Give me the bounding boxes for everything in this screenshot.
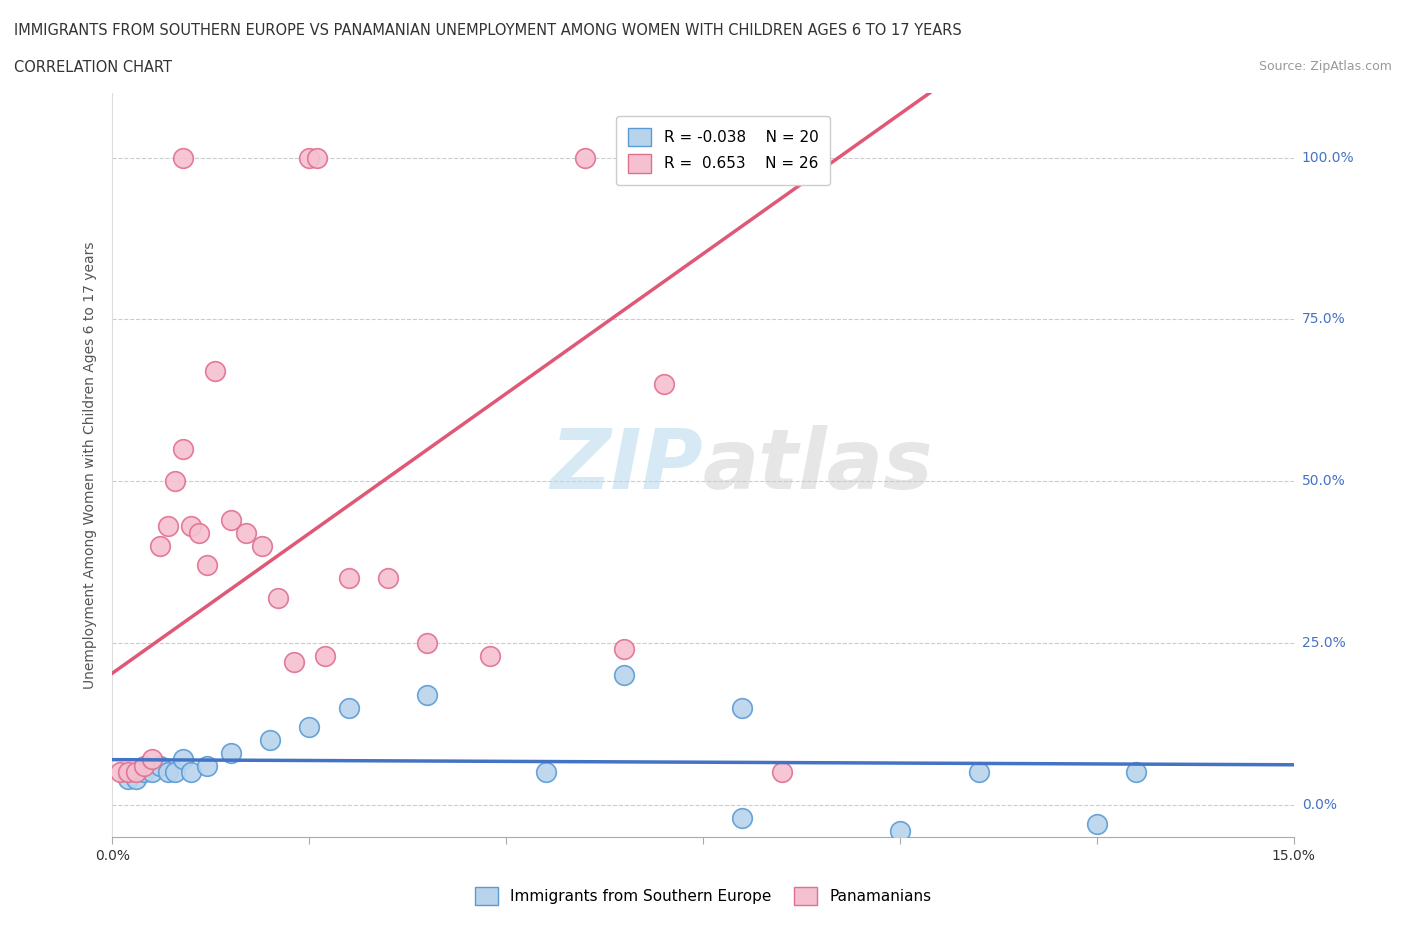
Text: 0.0%: 0.0% — [1302, 798, 1337, 812]
Point — [377, 571, 399, 586]
Point — [1125, 764, 1147, 779]
Point — [307, 151, 329, 166]
Point — [731, 700, 754, 715]
Point — [652, 377, 675, 392]
Point — [172, 752, 194, 767]
Point — [1085, 817, 1108, 831]
Text: atlas: atlas — [703, 424, 934, 506]
Point — [250, 538, 273, 553]
Text: IMMIGRANTS FROM SOUTHERN EUROPE VS PANAMANIAN UNEMPLOYMENT AMONG WOMEN WITH CHIL: IMMIGRANTS FROM SOUTHERN EUROPE VS PANAM… — [14, 23, 962, 38]
Text: Source: ZipAtlas.com: Source: ZipAtlas.com — [1258, 60, 1392, 73]
Point — [156, 764, 179, 779]
Point — [180, 519, 202, 534]
Point — [770, 764, 793, 779]
Point — [219, 512, 242, 527]
Point — [267, 591, 290, 605]
Text: CORRELATION CHART: CORRELATION CHART — [14, 60, 172, 75]
Point — [416, 687, 439, 702]
Point — [195, 558, 218, 573]
Text: 50.0%: 50.0% — [1302, 474, 1346, 488]
Point — [204, 364, 226, 379]
Point — [165, 473, 187, 488]
Point — [165, 764, 187, 779]
Text: ZIP: ZIP — [550, 424, 703, 506]
Point — [337, 700, 360, 715]
Point — [117, 764, 139, 779]
Point — [149, 538, 172, 553]
Point — [967, 764, 990, 779]
Point — [110, 764, 132, 779]
Point — [125, 771, 148, 786]
Point — [141, 752, 163, 767]
Point — [613, 668, 636, 683]
Text: 100.0%: 100.0% — [1302, 151, 1354, 165]
Point — [195, 758, 218, 773]
Point — [180, 764, 202, 779]
Point — [298, 720, 321, 735]
Point — [479, 648, 502, 663]
Legend: Immigrants from Southern Europe, Panamanians: Immigrants from Southern Europe, Panaman… — [467, 879, 939, 913]
Point — [314, 648, 336, 663]
Point — [132, 758, 155, 773]
Point — [141, 764, 163, 779]
Point — [219, 746, 242, 761]
Point — [235, 525, 257, 540]
Point — [156, 519, 179, 534]
Y-axis label: Unemployment Among Women with Children Ages 6 to 17 years: Unemployment Among Women with Children A… — [83, 241, 97, 689]
Point — [298, 151, 321, 166]
Point — [172, 151, 194, 166]
Point — [613, 642, 636, 657]
Point — [534, 764, 557, 779]
Point — [172, 442, 194, 457]
Point — [416, 635, 439, 650]
Text: 75.0%: 75.0% — [1302, 312, 1346, 326]
Point — [259, 733, 281, 748]
Point — [149, 758, 172, 773]
Point — [188, 525, 211, 540]
Point — [574, 151, 596, 166]
Point — [731, 810, 754, 825]
Point — [125, 764, 148, 779]
Text: 25.0%: 25.0% — [1302, 636, 1346, 650]
Point — [889, 823, 911, 838]
Point — [283, 655, 305, 670]
Legend: R = -0.038    N = 20, R =  0.653    N = 26: R = -0.038 N = 20, R = 0.653 N = 26 — [616, 115, 831, 185]
Point — [132, 764, 155, 779]
Point — [117, 771, 139, 786]
Point — [337, 571, 360, 586]
